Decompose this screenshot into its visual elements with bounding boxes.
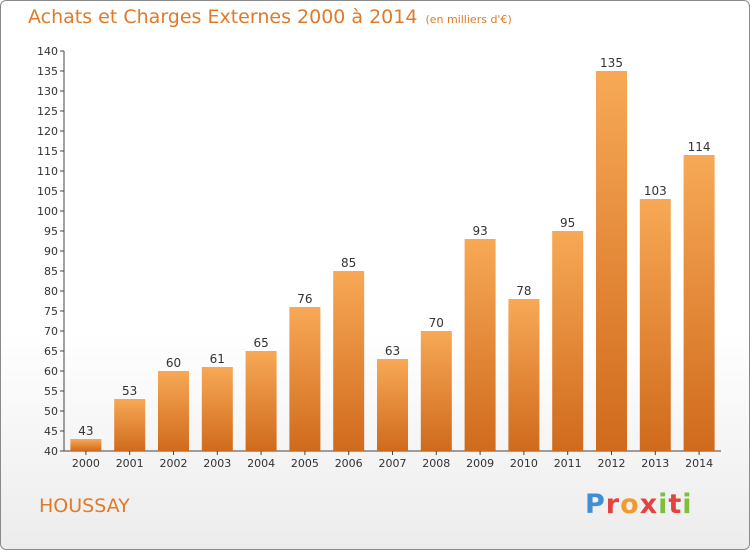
- bar-2010: [508, 299, 540, 451]
- y-tick-label: 140: [37, 45, 58, 58]
- logo-letter: t: [668, 489, 683, 520]
- bar-2003: [201, 367, 233, 451]
- bar-2005: [289, 307, 321, 451]
- y-tick-label: 60: [44, 365, 58, 378]
- y-tick-label: 45: [44, 425, 58, 438]
- proxiti-logo: Proxiti: [585, 489, 693, 520]
- data-label-2009: 93: [472, 224, 487, 238]
- y-tick-label: 100: [37, 205, 58, 218]
- bar-2009: [464, 239, 496, 451]
- x-tick-label-2009: 2009: [466, 457, 494, 470]
- data-label-2004: 65: [253, 336, 268, 350]
- y-tick-label: 65: [44, 345, 58, 358]
- bar-2004: [245, 351, 277, 451]
- bar-2008: [420, 331, 452, 451]
- y-axis: 40 45 50 55 60 65 70 75 80 85 90 95 100 105 110 115 120 1…: [37, 45, 65, 458]
- chart-title: Achats et Charges Externes 2000 à 2014: [28, 6, 418, 28]
- data-labels: 43 53 60 61 65 76 85 63 70 93 78 95 135 103 114: [78, 56, 710, 438]
- y-tick-label: 50: [44, 405, 58, 418]
- commune-name: HOUSSAY: [39, 495, 130, 517]
- data-label-2005: 76: [297, 292, 312, 306]
- y-tick-label: 55: [44, 385, 58, 398]
- y-tick-label: 120: [37, 125, 58, 138]
- x-tick-label-2014: 2014: [685, 457, 713, 470]
- bar-2006: [333, 271, 365, 451]
- bar-2012: [596, 71, 627, 451]
- x-axis: 2000 2001 2002 2003 2004 2005 2006 2007 2008 2009…: [64, 450, 721, 470]
- x-tick-label-2001: 2001: [116, 457, 144, 470]
- y-tick-label: 75: [44, 305, 58, 318]
- data-label-2012: 135: [600, 56, 623, 70]
- bar-2014: [683, 155, 715, 451]
- x-tick-label-2011: 2011: [554, 457, 582, 470]
- x-tick-label-2013: 2013: [641, 457, 669, 470]
- bar-series: [70, 71, 715, 451]
- x-tick-label-2003: 2003: [203, 457, 231, 470]
- x-tick-label-2000: 2000: [72, 457, 100, 470]
- data-label-2006: 85: [341, 256, 356, 270]
- y-tick-label: 110: [37, 165, 58, 178]
- y-tick-label: 70: [44, 325, 58, 338]
- x-tick-label-2006: 2006: [335, 457, 363, 470]
- y-tick-label: 135: [37, 65, 58, 78]
- data-label-2002: 60: [166, 356, 181, 370]
- bar-2007: [377, 359, 408, 451]
- data-label-2013: 103: [644, 184, 667, 198]
- x-tick-label-2008: 2008: [422, 457, 450, 470]
- y-tick-label: 115: [37, 145, 58, 158]
- y-tick-label: 130: [37, 85, 58, 98]
- bar-2011: [552, 231, 584, 451]
- x-tick-label-2005: 2005: [291, 457, 319, 470]
- bar-2001: [114, 399, 146, 451]
- logo-letter: P: [585, 489, 606, 520]
- data-label-2010: 78: [516, 284, 531, 298]
- bar-2013: [639, 199, 671, 451]
- y-tick-label: 95: [44, 225, 58, 238]
- y-tick-label: 125: [37, 105, 58, 118]
- data-label-2014: 114: [688, 140, 711, 154]
- data-label-2003: 61: [210, 352, 225, 366]
- data-label-2001: 53: [122, 384, 137, 398]
- chart-subtitle: (en milliers d'€): [425, 13, 512, 26]
- x-tick-label-2002: 2002: [160, 457, 188, 470]
- data-label-2011: 95: [560, 216, 575, 230]
- y-tick-label: 90: [44, 245, 58, 258]
- x-tick-label-2004: 2004: [247, 457, 275, 470]
- chart-header: Achats et Charges Externes 2000 à 2014 (e…: [28, 6, 512, 28]
- logo-letter: i: [658, 489, 669, 520]
- bar-2002: [158, 371, 189, 451]
- bar-2000: [70, 439, 102, 451]
- y-tick-label: 105: [37, 185, 58, 198]
- data-label-2000: 43: [78, 424, 93, 438]
- logo-letter: o: [620, 489, 640, 520]
- x-tick-label-2007: 2007: [379, 457, 407, 470]
- logo-letter: x: [639, 489, 659, 520]
- x-tick-label-2010: 2010: [510, 457, 538, 470]
- y-tick-label: 80: [44, 285, 58, 298]
- logo-letter: i: [682, 489, 693, 520]
- x-tick-label-2012: 2012: [598, 457, 626, 470]
- logo-letter: r: [605, 489, 621, 520]
- data-label-2007: 63: [385, 344, 400, 358]
- y-tick-label: 85: [44, 265, 58, 278]
- data-label-2008: 70: [429, 316, 444, 330]
- y-tick-label: 40: [44, 445, 58, 458]
